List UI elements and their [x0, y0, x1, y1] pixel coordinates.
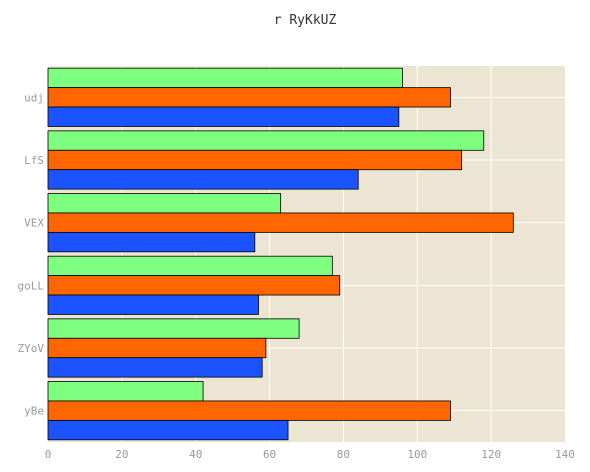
- bar-udj-series-2: [47, 87, 451, 108]
- y-tick-label: yBe: [24, 405, 44, 418]
- bars: [47, 67, 514, 441]
- bar-yBe-series-3: [47, 419, 289, 441]
- bar-LfS-series-1: [47, 130, 485, 151]
- chart-title: r RyKkUZ: [274, 13, 337, 28]
- bar-ZYoV-series-2: [47, 337, 267, 359]
- y-tick-label: goLL: [18, 279, 45, 292]
- bar-yBe-series-2: [47, 400, 451, 421]
- bar-VEX-series-3: [47, 231, 256, 253]
- bar-goLL-series-2: [47, 275, 341, 296]
- bar-LfS-series-2: [47, 149, 463, 171]
- bar-ZYoV-series-1: [47, 318, 300, 339]
- bar-LfS-series-3: [47, 169, 359, 190]
- bar-yBe-series-1: [47, 381, 204, 402]
- bar-ZYoV-series-3: [47, 357, 263, 378]
- y-tick-label: VEX: [24, 217, 44, 230]
- x-tick-label: 0: [45, 448, 52, 461]
- y-tick-label: ZYoV: [18, 342, 45, 355]
- bar-udj-series-1: [47, 67, 403, 89]
- bar-VEX-series-1: [47, 193, 282, 214]
- x-axis-ticks: 0 20 40 60 80 100 120 140: [45, 448, 575, 461]
- bar-goLL-series-3: [47, 294, 259, 315]
- x-tick-label: 40: [189, 448, 202, 461]
- bar-udj-series-3: [47, 106, 400, 127]
- x-tick-label: 80: [337, 448, 350, 461]
- bar-VEX-series-2: [47, 212, 514, 233]
- x-tick-label: 20: [115, 448, 128, 461]
- x-tick-label: 100: [407, 448, 427, 461]
- plot-area: [48, 66, 565, 442]
- x-tick-label: 60: [263, 448, 276, 461]
- y-tick-label: udj: [24, 91, 44, 104]
- x-tick-label: 120: [481, 448, 501, 461]
- y-tick-label: LfS: [24, 154, 44, 167]
- bar-goLL-series-1: [47, 255, 333, 277]
- x-tick-label: 140: [555, 448, 575, 461]
- y-axis-ticks: udj LfS VEX goLL ZYoV yBe: [18, 91, 45, 417]
